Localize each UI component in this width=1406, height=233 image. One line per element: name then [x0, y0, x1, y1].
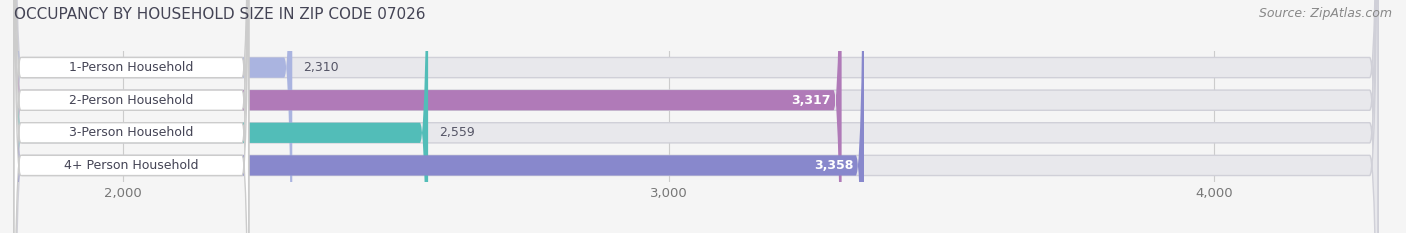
FancyBboxPatch shape: [14, 0, 1378, 233]
FancyBboxPatch shape: [14, 0, 249, 233]
Text: 2,559: 2,559: [439, 126, 475, 139]
FancyBboxPatch shape: [14, 0, 292, 233]
Text: 2-Person Household: 2-Person Household: [69, 94, 194, 107]
FancyBboxPatch shape: [14, 0, 1378, 233]
Text: 4+ Person Household: 4+ Person Household: [65, 159, 198, 172]
Text: OCCUPANCY BY HOUSEHOLD SIZE IN ZIP CODE 07026: OCCUPANCY BY HOUSEHOLD SIZE IN ZIP CODE …: [14, 7, 426, 22]
Text: 3,358: 3,358: [814, 159, 853, 172]
Text: 3,317: 3,317: [792, 94, 831, 107]
Text: 3-Person Household: 3-Person Household: [69, 126, 194, 139]
Text: 2,310: 2,310: [304, 61, 339, 74]
FancyBboxPatch shape: [14, 0, 427, 233]
FancyBboxPatch shape: [14, 0, 1378, 233]
FancyBboxPatch shape: [14, 0, 1378, 233]
FancyBboxPatch shape: [14, 0, 842, 233]
FancyBboxPatch shape: [14, 0, 249, 233]
FancyBboxPatch shape: [14, 0, 249, 233]
FancyBboxPatch shape: [14, 0, 865, 233]
Text: 1-Person Household: 1-Person Household: [69, 61, 194, 74]
FancyBboxPatch shape: [14, 0, 249, 233]
Text: Source: ZipAtlas.com: Source: ZipAtlas.com: [1258, 7, 1392, 20]
